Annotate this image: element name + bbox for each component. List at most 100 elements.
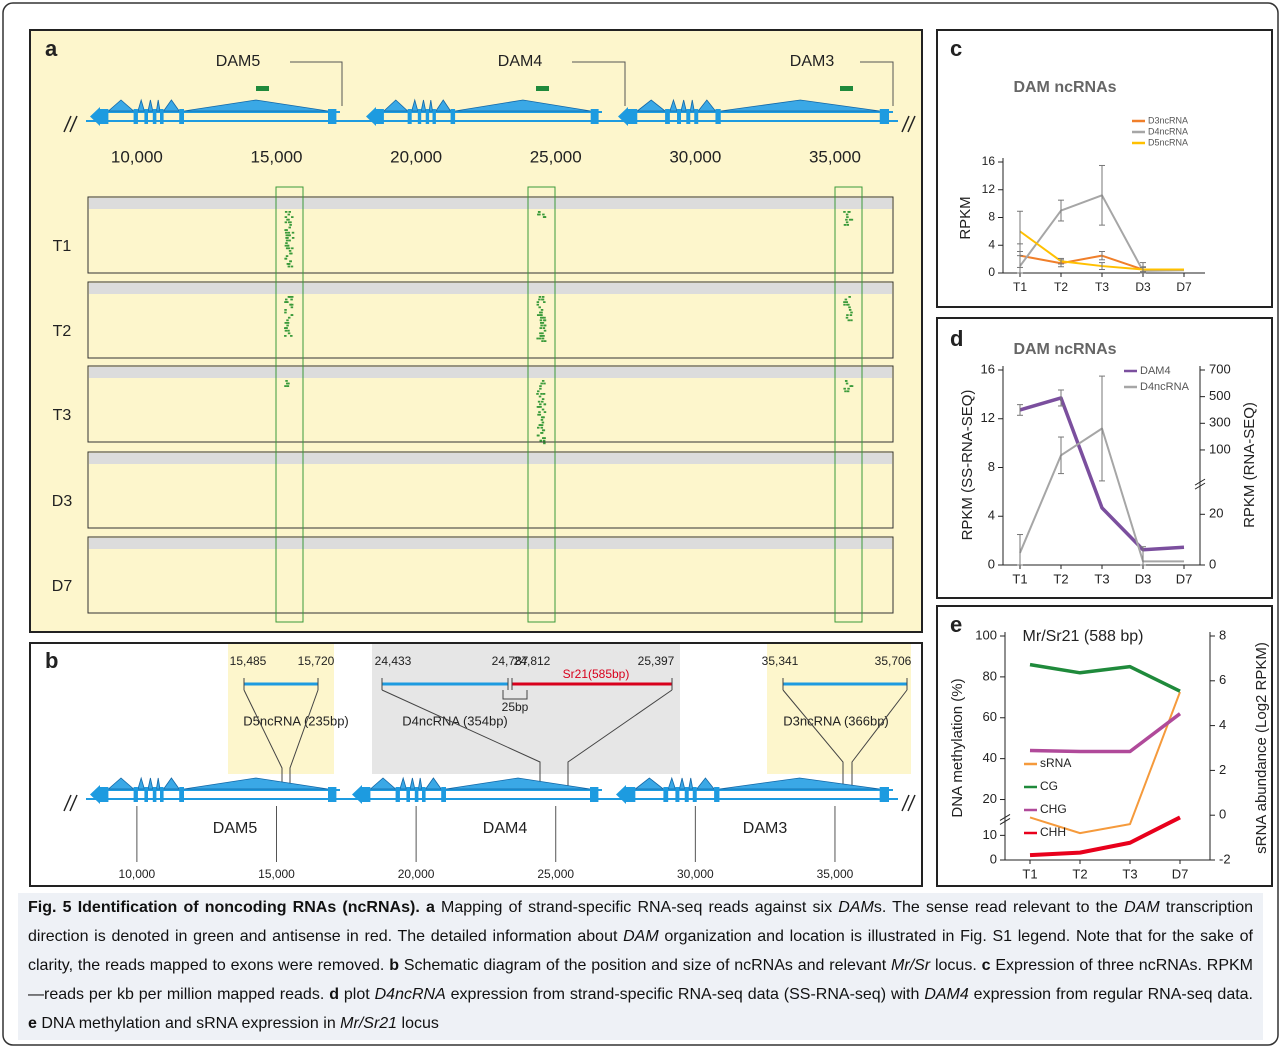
read: [288, 226, 291, 229]
read: [538, 413, 542, 416]
read: [542, 437, 545, 439]
zoom-box: [767, 644, 911, 774]
y2-axis-label: sRNA abundance (Log2 RPKM): [1253, 642, 1270, 854]
read: [540, 382, 543, 385]
legend-label: sRNA: [1040, 756, 1071, 770]
read: [285, 242, 288, 244]
read: [543, 442, 546, 445]
intron: [695, 777, 715, 790]
read: [285, 301, 288, 303]
y-tick-label: 4: [988, 237, 995, 251]
y2-tick-label: 0: [1219, 807, 1226, 822]
read: [538, 296, 542, 298]
read: [541, 421, 545, 424]
track-label: T3: [53, 407, 72, 424]
intron: [162, 777, 180, 790]
track-label: D7: [52, 578, 73, 595]
exon: [406, 787, 410, 802]
connector: [289, 689, 319, 786]
read: [539, 322, 543, 324]
x-tick-label: D3: [1135, 571, 1152, 586]
ncrna-label: D3ncRNA (366bp): [783, 713, 889, 728]
intron: [107, 777, 135, 790]
ncrna-label: D4ncRNA (354bp): [402, 713, 508, 728]
y-axis-label: DNA methylation (%): [949, 678, 966, 817]
read: [843, 301, 846, 303]
intron: [399, 776, 407, 790]
read: [536, 337, 539, 340]
ncrna-column: [527, 186, 556, 623]
ncrna-column: [834, 186, 863, 623]
read: [845, 316, 849, 319]
read: [537, 434, 540, 437]
exon: [590, 787, 599, 802]
read: [543, 382, 546, 385]
caption-text: Mapping of strand-specific RNA-seq reads…: [434, 899, 839, 916]
read: [289, 252, 292, 255]
read: [538, 395, 542, 398]
exon: [376, 109, 384, 124]
read: [284, 216, 288, 218]
read: [285, 327, 288, 329]
exon: [328, 109, 337, 124]
read: [843, 303, 846, 306]
x-tick-label: 10,000: [111, 147, 163, 166]
intron: [720, 99, 880, 112]
intron: [435, 99, 452, 112]
read: [850, 218, 854, 221]
tss-bracket: [290, 61, 343, 106]
x-tick-label: 15,000: [258, 867, 295, 881]
track-label: D3: [52, 493, 73, 510]
panel-label: b: [45, 648, 58, 673]
read: [539, 385, 542, 387]
y-axis-label: RPKM (SS-RNA-SEQ): [959, 390, 976, 541]
read: [286, 319, 289, 322]
connector: [782, 689, 844, 786]
read: [284, 322, 288, 324]
read: [285, 298, 288, 301]
read: [845, 218, 848, 221]
y-axis-label: RPKM: [957, 196, 974, 239]
read: [539, 327, 543, 329]
x-tick-label: 25,000: [537, 867, 574, 881]
exon: [407, 109, 412, 124]
intron: [634, 777, 665, 790]
exon: [715, 109, 721, 124]
x-tick-label: T1: [1012, 571, 1027, 586]
read: [844, 298, 848, 301]
gene-arrow: [90, 785, 100, 804]
read: [536, 314, 540, 316]
track-label: T1: [53, 238, 72, 255]
read: [845, 382, 849, 385]
axis-break: [1194, 478, 1206, 486]
caption-text: expression from strand-specific RNA-seq …: [445, 986, 925, 1003]
read: [288, 234, 291, 237]
read: [285, 237, 288, 239]
read: [847, 319, 851, 322]
track: [87, 196, 894, 274]
read: [291, 216, 294, 218]
read: [541, 408, 545, 411]
read: [537, 400, 541, 403]
connector: [381, 689, 541, 786]
read: [291, 247, 294, 250]
intron: [697, 99, 717, 112]
read: [847, 211, 850, 213]
exon: [425, 109, 430, 124]
y2-tick-label: 100: [1209, 441, 1231, 456]
read: [284, 335, 287, 337]
caption-text: Mr/Sr: [891, 957, 931, 974]
read: [542, 393, 546, 395]
chart-title: DAM ncRNAs: [1013, 341, 1116, 358]
read: [537, 390, 540, 393]
read: [289, 260, 292, 263]
caption-text: D4ncRNA: [374, 986, 446, 1003]
position-label: 35,706: [875, 654, 912, 668]
break-mark: [907, 115, 916, 133]
gene-arrow: [616, 785, 626, 804]
read: [843, 211, 846, 213]
read: [540, 393, 543, 395]
read: [846, 224, 850, 226]
read: [538, 213, 541, 216]
ncrna-marker: [256, 86, 269, 91]
